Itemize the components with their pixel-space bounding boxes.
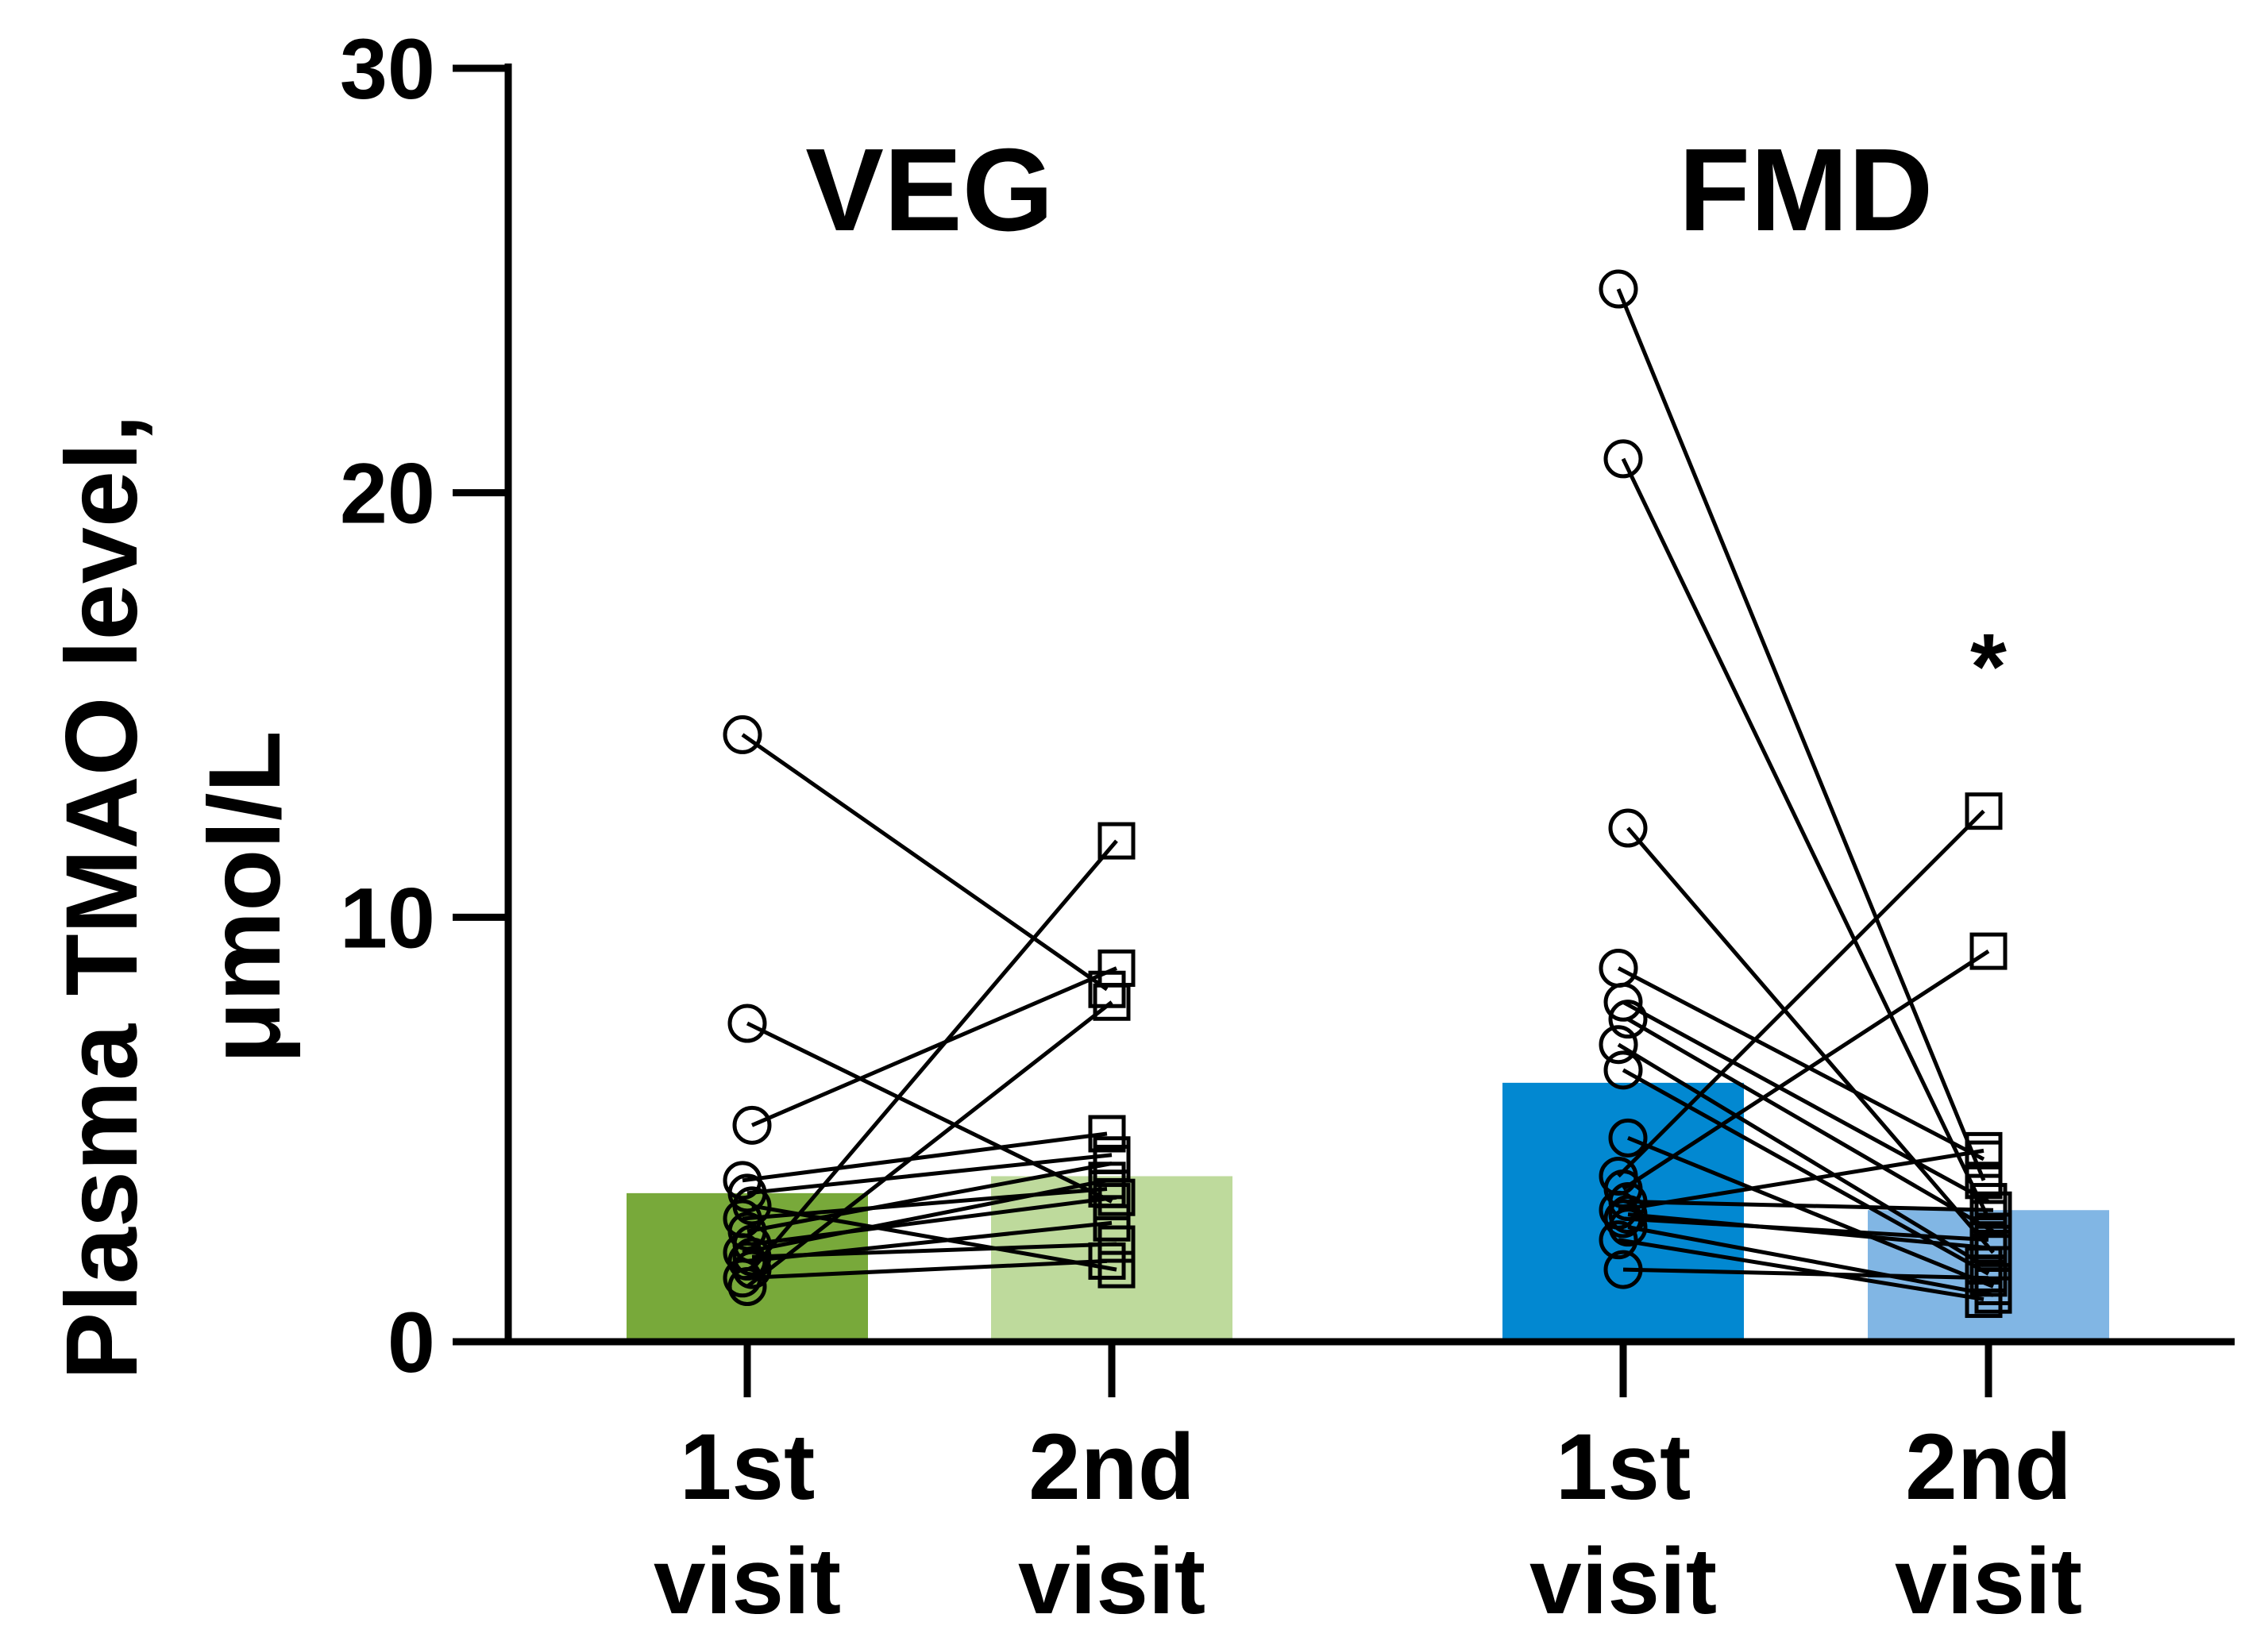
data-point-first-visit xyxy=(732,1237,772,1277)
group-label: VEG xyxy=(805,125,1054,256)
x-category-label-line1: 2nd xyxy=(1028,1415,1195,1520)
data-point-second-visit xyxy=(1093,1183,1131,1221)
x-category-label-line1: 1st xyxy=(680,1415,816,1520)
pair-line xyxy=(751,1204,1117,1272)
data-point-first-visit xyxy=(1603,982,1643,1022)
data-point-second-visit xyxy=(1974,1229,2012,1267)
data-point-second-visit xyxy=(1969,1221,2008,1259)
data-point-second-visit xyxy=(1097,1250,1136,1289)
data-point-second-visit xyxy=(1969,1183,2008,1221)
x-category-label-line2: visit xyxy=(1529,1529,1717,1634)
pair-line xyxy=(1618,1148,1984,1212)
pair-line xyxy=(746,1021,1113,1204)
pair-line xyxy=(751,966,1117,1127)
data-point-first-visit xyxy=(1608,1182,1648,1222)
data-point-first-visit xyxy=(1599,269,1638,309)
data-point-first-visit xyxy=(1603,1250,1643,1289)
data-point-first-visit xyxy=(1599,1025,1638,1065)
data-point-first-visit xyxy=(732,1186,772,1226)
pair-line xyxy=(742,1258,1108,1281)
data-point-second-visit xyxy=(1097,1225,1136,1263)
data-point-first-visit xyxy=(1603,439,1643,479)
data-point-first-visit xyxy=(727,1004,767,1043)
data-point-second-visit xyxy=(1097,822,1136,860)
pair-line xyxy=(742,1131,1108,1183)
data-point-first-visit xyxy=(1608,808,1648,848)
y-tick-label: 0 xyxy=(388,1294,435,1390)
pair-line xyxy=(1627,1136,1994,1289)
pair-line xyxy=(1618,1238,1984,1302)
pair-line xyxy=(1626,1017,1995,1234)
x-category-label-line2: visit xyxy=(1018,1529,1205,1634)
pair-line xyxy=(1617,966,1985,1162)
pair-line xyxy=(1621,457,1991,1220)
pair-line xyxy=(1617,1042,1985,1267)
data-point-first-visit xyxy=(1608,1195,1648,1235)
pair-line xyxy=(1622,950,1990,1191)
pair-line xyxy=(1616,288,1986,1181)
data-point-first-visit xyxy=(723,1258,762,1298)
pair-line xyxy=(1622,1000,1990,1204)
x-category-label-line1: 2nd xyxy=(1905,1415,2072,1520)
data-point-first-visit xyxy=(1608,1118,1648,1158)
pair-line xyxy=(746,1000,1113,1289)
y-axis-label-line2: μmol/L xyxy=(188,730,302,1064)
pair-line xyxy=(746,1161,1113,1234)
pair-line xyxy=(1627,1212,1994,1250)
data-point-first-visit xyxy=(1603,1050,1643,1090)
data-point-second-visit xyxy=(1088,1162,1126,1200)
data-point-first-visit xyxy=(1608,1000,1648,1039)
pair-line xyxy=(1622,1267,1989,1281)
data-point-second-visit xyxy=(1965,792,2003,830)
data-point-first-visit xyxy=(1599,1220,1638,1260)
data-point-first-visit xyxy=(723,715,762,754)
x-category-label-line2: visit xyxy=(1895,1529,2082,1634)
data-point-second-visit xyxy=(1088,970,1126,1008)
data-point-second-visit xyxy=(1088,1115,1126,1153)
pair-line xyxy=(750,839,1118,1271)
data-point-second-visit xyxy=(1965,1162,2003,1200)
data-point-first-visit xyxy=(727,1266,767,1306)
data-point-second-visit xyxy=(1965,1131,2003,1169)
pair-line xyxy=(751,1242,1117,1259)
data-point-second-visit xyxy=(1974,1191,2012,1229)
y-axis-label-line1: Plasma TMAO level, xyxy=(45,414,159,1381)
data-point-first-visit xyxy=(732,1250,772,1289)
data-point-second-visit xyxy=(1093,983,1131,1021)
pair-line xyxy=(1626,826,1995,1254)
y-ticks: 0 10 20 30 xyxy=(340,21,508,1390)
data-point-second-visit xyxy=(1969,1259,2008,1297)
y-tick-label: 30 xyxy=(340,21,435,117)
pair-lines-layer xyxy=(741,288,1995,1302)
x-category-label-line1: 1st xyxy=(1556,1415,1691,1520)
pair-line xyxy=(1627,1225,1994,1297)
x-category-label-line2: visit xyxy=(654,1529,841,1634)
data-point-second-visit xyxy=(1965,1281,2003,1319)
data-point-first-visit xyxy=(1608,1208,1648,1247)
pair-line xyxy=(1627,1200,1994,1212)
pair-line xyxy=(1617,809,1985,1178)
group-label: FMD xyxy=(1679,125,1934,256)
x-ticks xyxy=(743,1342,1992,1397)
data-point-second-visit xyxy=(1969,932,2008,970)
data-point-first-visit xyxy=(732,1105,772,1145)
y-tick-label: 20 xyxy=(340,445,435,541)
pair-line xyxy=(746,1153,1113,1196)
points-layer xyxy=(723,269,2012,1319)
data-point-second-visit xyxy=(1093,1204,1131,1242)
significance-marker: * xyxy=(1970,614,2007,719)
pair-line xyxy=(741,733,1109,992)
data-point-first-visit xyxy=(1603,1199,1643,1239)
y-tick-label: 10 xyxy=(340,869,435,965)
pair-line xyxy=(1622,1068,1990,1276)
data-point-first-visit xyxy=(727,1241,767,1281)
